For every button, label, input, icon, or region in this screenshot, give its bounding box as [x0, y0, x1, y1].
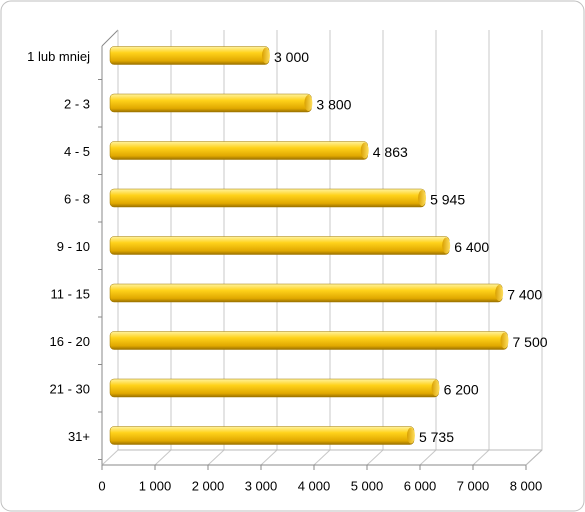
x-tick-label: 8 000: [510, 478, 543, 493]
bar: [109, 188, 426, 208]
bar-cap: [442, 237, 451, 254]
value-label: 5 945: [430, 192, 465, 208]
x-axis-side: [525, 449, 543, 466]
x-tick-label: 7 000: [457, 478, 490, 493]
bar: [109, 236, 450, 255]
bar: [109, 93, 312, 113]
x-tick-label: 2 000: [192, 478, 225, 493]
x-tick-label: 6 000: [404, 478, 437, 493]
bar-cap: [304, 95, 313, 111]
bar-cap: [500, 332, 509, 349]
value-label: 3 000: [274, 49, 309, 65]
y-axis-join: [101, 29, 119, 47]
bar: [109, 378, 439, 398]
value-label: 3 800: [316, 97, 351, 113]
bar: [109, 46, 270, 65]
bar-cap: [418, 190, 427, 206]
x-tick-label: 4 000: [298, 478, 331, 493]
y-tick-label: 1 lub mniej: [27, 49, 90, 64]
bar-cap: [495, 285, 504, 301]
x-tick-label: 5 000: [351, 478, 384, 493]
value-label: 5 735: [419, 429, 454, 445]
bar-cap: [406, 427, 415, 444]
value-label: 6 400: [454, 239, 489, 255]
x-tick-label: 0: [98, 478, 105, 493]
y-tick-label: 9 - 10: [57, 239, 90, 254]
bar-cap: [262, 47, 270, 64]
value-label: 4 863: [373, 144, 408, 160]
bar: [109, 141, 368, 160]
y-tick-label: 11 - 15: [50, 286, 90, 301]
y-tick-label: 16 - 20: [50, 334, 90, 349]
bar: [109, 331, 508, 350]
bar-cap: [431, 380, 440, 396]
value-label: 7 500: [513, 334, 548, 350]
x-tick-label: 1 000: [139, 478, 172, 493]
value-label: 6 200: [444, 382, 479, 398]
y-tick-label: 4 - 5: [64, 144, 90, 159]
y-tick-label: 31+: [68, 429, 90, 444]
bar-cap: [360, 142, 369, 159]
bar: [109, 283, 503, 303]
y-tick-label: 6 - 8: [64, 191, 90, 206]
value-label: 7 400: [507, 287, 542, 303]
bar: [109, 426, 415, 445]
y-tick-label: 21 - 30: [50, 381, 90, 396]
y-tick-label: 2 - 3: [64, 96, 90, 111]
x-tick-label: 3 000: [245, 478, 278, 493]
